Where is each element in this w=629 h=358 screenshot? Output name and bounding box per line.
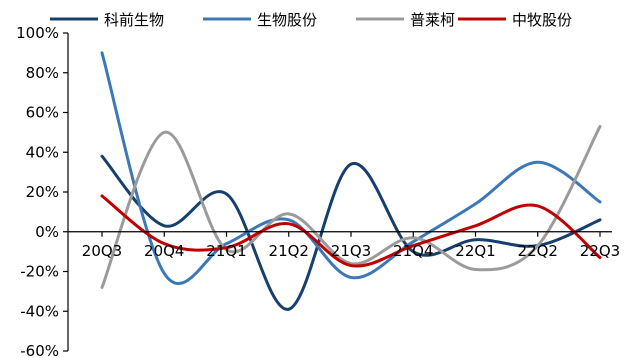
y-tick-label: 0%: [35, 223, 59, 241]
chart-axes: [63, 32, 612, 352]
y-tick-label: -60%: [20, 342, 59, 358]
y-tick-label: -20%: [20, 263, 59, 281]
y-tick-label: 60%: [26, 104, 59, 122]
chart-series-group: [100, 51, 602, 311]
series-line-1: [100, 154, 602, 311]
y-tick-label: 80%: [26, 64, 59, 82]
x-tick-label-21q1: 21Q1: [206, 242, 246, 260]
legend-label-2: 生物股份: [257, 11, 317, 29]
x-axis-tick-labels: 20Q3 20Q4 21Q1 21Q2 21Q3 21Q4 22Q1 22Q2 22Q3: [82, 242, 620, 260]
x-tick-label-22q1: 22Q1: [455, 242, 495, 260]
x-tick-label-20q4: 20Q4: [144, 242, 184, 260]
legend-label-3: 普莱柯: [410, 11, 455, 29]
x-tick-label-20q3: 20Q3: [82, 242, 122, 260]
series-line-4: [100, 194, 602, 268]
legend-label-4: 中牧股份: [512, 11, 572, 29]
x-tick-label-21q2: 21Q2: [269, 242, 309, 260]
y-tick-label: 40%: [26, 143, 59, 161]
y-tick-label: 100%: [16, 24, 59, 42]
series-line-3: [100, 124, 602, 289]
y-tick-label: 20%: [26, 183, 59, 201]
y-tick-label: -40%: [20, 302, 59, 320]
series-line-2: [100, 51, 602, 285]
x-tick-label-22q2: 22Q2: [518, 242, 558, 260]
x-tick-label-22q3: 22Q3: [580, 242, 620, 260]
x-tick-label-21q3: 21Q3: [331, 242, 371, 260]
legend-label-1: 科前生物: [104, 11, 164, 29]
y-axis-tick-labels: 100% 80% 60% 40% 20% 0% -20% -40% -60%: [16, 24, 59, 358]
x-tick-label-21q4: 21Q4: [393, 242, 433, 260]
chart-legend: 科前生物 生物股份 普莱柯 中牧股份: [50, 11, 572, 29]
